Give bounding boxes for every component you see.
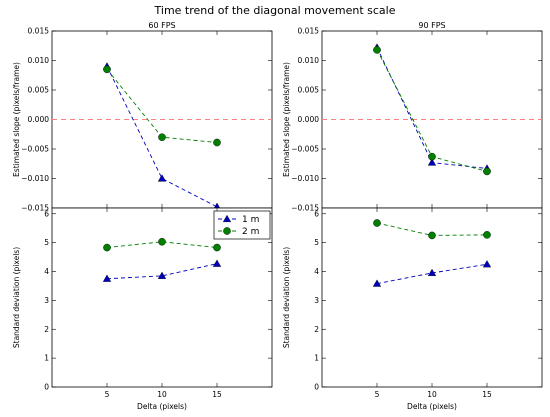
panel-slope_90: 90 FPS −0.015 −0.010 −0.005 0.000 0.005 0.010 0… <box>282 21 543 213</box>
data-point <box>483 167 491 176</box>
data-point <box>373 46 381 54</box>
series-line <box>106 263 218 280</box>
y-tick-label: 1 <box>314 354 319 363</box>
panel-slope_60: 60 FPS −0.015 −0.010 −0.005 0.000 0.005 0.010 0… <box>12 21 273 213</box>
y-tick-label: 2 <box>44 325 49 334</box>
y-tick-label: −0.010 <box>21 174 49 183</box>
x-tick-label: 5 <box>105 390 110 399</box>
y-tick-label: −0.010 <box>291 174 319 183</box>
x-axis-label: Delta (pixels) <box>137 402 187 411</box>
legend-marker <box>222 214 232 223</box>
data-point <box>103 65 111 74</box>
panel-std_60: 0 1 2 3 4 5 6 5 10 15 Delta (pixels) Standard devia… <box>12 207 273 411</box>
legend-marker <box>223 227 231 235</box>
y-tick-label: 0 <box>44 383 49 392</box>
y-tick-label: 3 <box>44 296 49 305</box>
data-point <box>158 237 166 246</box>
y-tick-label: −0.005 <box>21 145 49 154</box>
data-point <box>372 279 382 287</box>
data-point <box>428 152 436 161</box>
y-tick-label: 4 <box>314 267 319 276</box>
y-tick-label: 6 <box>44 209 49 218</box>
y-tick-label: 0.010 <box>28 56 50 65</box>
data-point <box>213 243 221 252</box>
y-tick-label: 3 <box>314 296 319 305</box>
legend-box <box>213 210 271 240</box>
data-point <box>157 174 167 182</box>
x-tick-label: 5 <box>375 390 380 399</box>
data-point <box>427 268 437 277</box>
data-point <box>212 259 222 267</box>
figure-title: Time trend of the diagonal movement scal… <box>154 4 396 17</box>
y-tick-label: 0.010 <box>298 56 320 65</box>
y-tick-label: 0.015 <box>28 27 50 36</box>
legend-label: 1 m <box>242 215 259 225</box>
data-point <box>102 274 112 282</box>
x-tick-label: 15 <box>482 390 492 399</box>
y-tick-label: 6 <box>314 209 319 218</box>
y-tick-label: 0.005 <box>28 86 50 95</box>
y-tick-label: 5 <box>314 238 319 247</box>
x-tick-label: 10 <box>157 390 167 399</box>
y-tick-label: 5 <box>44 238 49 247</box>
y-tick-label: −0.015 <box>291 204 319 213</box>
legend-label: 2 m <box>242 227 259 237</box>
series-line <box>106 241 218 249</box>
y-axis-label: Estimated slope (pixels/frame) <box>12 62 21 177</box>
data-point <box>158 133 166 141</box>
data-point <box>483 231 491 239</box>
x-tick-label: 15 <box>212 390 222 399</box>
data-point <box>103 243 111 252</box>
y-tick-label: 4 <box>44 267 49 276</box>
data-point <box>157 271 167 279</box>
y-tick-label: −0.005 <box>291 145 319 154</box>
panel-title: 60 FPS <box>148 21 175 30</box>
y-tick-label: 0.005 <box>298 86 320 95</box>
y-tick-label: 0 <box>314 383 319 392</box>
y-tick-label: 0.015 <box>298 27 320 36</box>
y-tick-label: 2 <box>314 325 319 334</box>
data-point <box>482 260 492 268</box>
y-tick-label: 0.000 <box>298 115 320 124</box>
data-point <box>427 158 437 166</box>
y-tick-label: −0.015 <box>21 204 49 213</box>
y-axis-label: Estimated slope (pixels/frame) <box>282 62 291 177</box>
y-axis-label: Standard deviation (pixels) <box>12 247 21 348</box>
x-tick-label: 10 <box>427 390 437 399</box>
data-point <box>373 219 381 227</box>
y-axis-label: Standard deviation (pixels) <box>282 247 291 348</box>
legend: 1 m2 m <box>213 210 271 240</box>
panel-title: 90 FPS <box>418 21 445 30</box>
x-axis-label: Delta (pixels) <box>407 402 457 411</box>
data-point <box>213 138 221 147</box>
data-point <box>428 231 436 240</box>
y-tick-label: 0.000 <box>28 115 50 124</box>
panel-std_90: 0 1 2 3 4 5 6 5 10 15 Delta (pixels) Standard devia… <box>282 207 543 411</box>
y-tick-label: 1 <box>44 354 49 363</box>
